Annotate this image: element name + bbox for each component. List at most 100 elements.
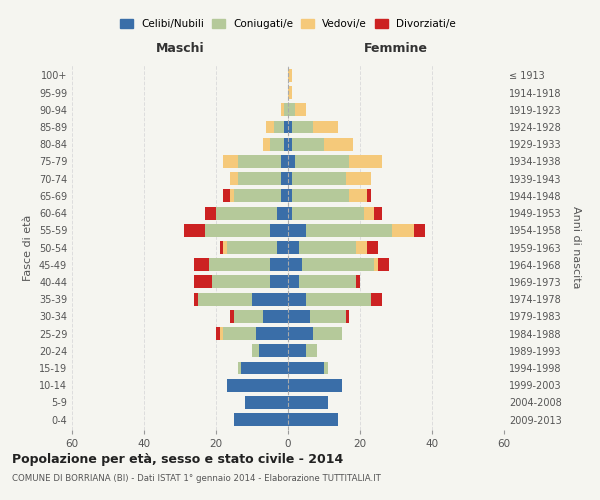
Bar [367,190,371,202]
Text: Popolazione per età, sesso e stato civile - 2014: Popolazione per età, sesso e stato civil… [12,452,343,466]
Bar [281,104,284,116]
Bar [346,310,349,323]
Bar [205,206,216,220]
Bar [306,292,371,306]
Bar [220,241,223,254]
Bar [223,327,256,340]
Bar [288,413,338,426]
Bar [238,172,281,185]
Bar [223,155,238,168]
Bar [288,362,324,374]
Bar [230,310,234,323]
Bar [223,241,227,254]
Y-axis label: Fasce di età: Fasce di età [23,214,33,280]
Bar [256,327,288,340]
Bar [245,396,288,409]
Bar [194,292,198,306]
Bar [292,190,349,202]
Bar [356,276,360,288]
Bar [364,206,374,220]
Bar [212,276,270,288]
Text: Maschi: Maschi [155,42,205,54]
Bar [288,69,292,82]
Bar [284,104,288,116]
Bar [288,224,306,236]
Bar [295,155,349,168]
Bar [288,292,306,306]
Bar [306,224,392,236]
Bar [263,310,288,323]
Bar [288,104,295,116]
Bar [284,120,288,134]
Bar [371,292,382,306]
Bar [184,224,205,236]
Bar [288,241,299,254]
Bar [230,190,234,202]
Bar [292,120,313,134]
Bar [288,327,313,340]
Bar [299,276,356,288]
Bar [238,155,281,168]
Bar [270,138,284,150]
Bar [216,206,277,220]
Bar [259,344,288,358]
Bar [252,344,259,358]
Bar [220,327,223,340]
Bar [194,258,209,271]
Bar [313,120,338,134]
Bar [295,104,306,116]
Bar [284,138,288,150]
Bar [238,362,241,374]
Bar [274,120,284,134]
Bar [292,206,364,220]
Bar [313,327,342,340]
Bar [281,190,288,202]
Bar [209,258,270,271]
Bar [288,276,299,288]
Bar [292,138,324,150]
Bar [288,138,292,150]
Legend: Celibi/Nubili, Coniugati/e, Vedovi/e, Divorziati/e: Celibi/Nubili, Coniugati/e, Vedovi/e, Di… [120,19,456,29]
Bar [234,190,281,202]
Bar [288,206,292,220]
Bar [234,413,288,426]
Bar [374,258,378,271]
Bar [324,138,353,150]
Bar [288,379,342,392]
Bar [414,224,425,236]
Text: Femmine: Femmine [364,42,428,54]
Bar [306,344,317,358]
Bar [252,292,288,306]
Bar [288,120,292,134]
Bar [324,362,328,374]
Bar [349,155,382,168]
Bar [270,276,288,288]
Bar [288,172,292,185]
Bar [367,241,378,254]
Bar [378,258,389,271]
Bar [288,155,295,168]
Bar [227,379,288,392]
Bar [281,172,288,185]
Bar [198,292,252,306]
Bar [302,258,374,271]
Bar [277,241,288,254]
Bar [374,206,382,220]
Bar [223,190,230,202]
Bar [205,224,270,236]
Bar [288,344,306,358]
Y-axis label: Anni di nascita: Anni di nascita [571,206,581,289]
Bar [263,138,270,150]
Bar [227,241,277,254]
Bar [310,310,346,323]
Bar [194,276,212,288]
Bar [288,258,302,271]
Bar [288,190,292,202]
Bar [299,241,356,254]
Bar [266,120,274,134]
Bar [288,310,310,323]
Bar [292,172,346,185]
Bar [234,310,263,323]
Text: COMUNE DI BORRIANA (BI) - Dati ISTAT 1° gennaio 2014 - Elaborazione TUTTITALIA.I: COMUNE DI BORRIANA (BI) - Dati ISTAT 1° … [12,474,381,483]
Bar [270,224,288,236]
